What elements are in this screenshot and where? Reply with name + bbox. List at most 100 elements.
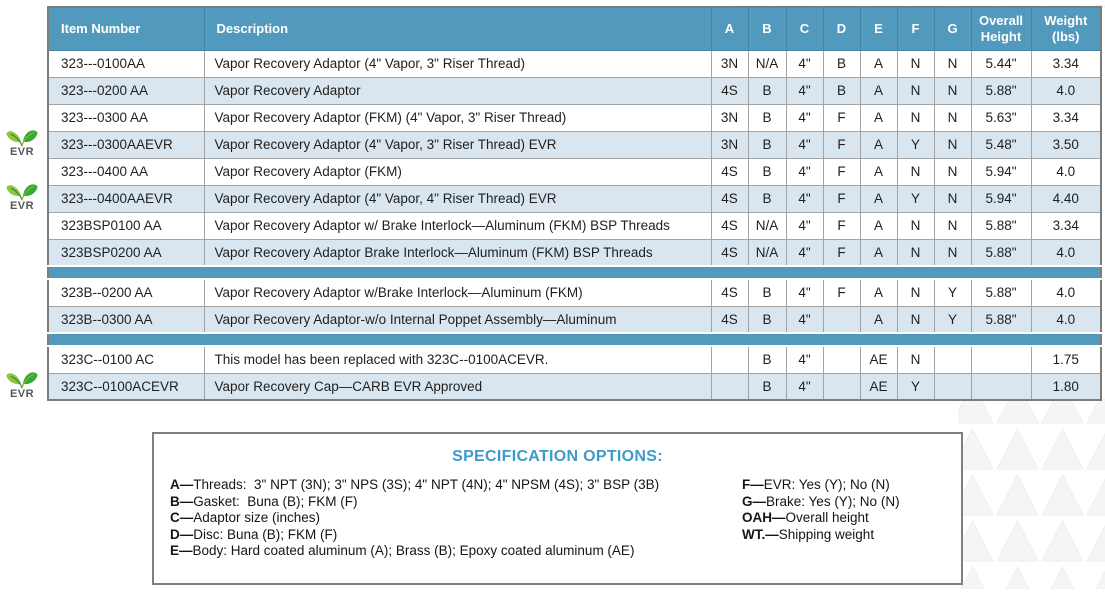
- legend-key: OAH—: [742, 510, 786, 525]
- legend-item: E—Body: Hard coated aluminum (A); Brass …: [170, 543, 742, 560]
- spec-d-cell: [822, 305, 861, 334]
- column-header-a: A: [710, 6, 749, 51]
- legend-text: Adaptor size (inches): [193, 510, 321, 525]
- table-row: 323---0200 AA Vapor Recovery Adaptor 4S …: [47, 76, 1102, 105]
- table-row: 323C--0100ACEVR Vapor Recovery Cap—CARB …: [47, 372, 1102, 401]
- spec-g-cell: [933, 345, 972, 374]
- spec-c-cell: 4": [785, 305, 824, 334]
- spec-f-cell: N: [896, 211, 935, 240]
- evr-leaf-icon: EVR: [1, 127, 43, 163]
- item-number-cell: 323BSP0100 AA: [47, 211, 205, 240]
- item-number-cell: 323C--0100ACEVR: [47, 372, 205, 401]
- legend-key: E—: [170, 543, 193, 558]
- spec-a-cell: 4S: [710, 157, 749, 186]
- spec-c-cell: 4": [785, 76, 824, 105]
- spec-b-cell: B: [747, 372, 787, 401]
- spec-a-cell: [710, 345, 749, 374]
- legend-text: Disc: Buna (B); FKM (F): [193, 526, 338, 542]
- description-cell: Vapor Recovery Adaptor w/ Brake Interloc…: [203, 211, 712, 240]
- spec-c-cell: 4": [785, 184, 824, 213]
- spec-f-cell: Y: [896, 372, 935, 401]
- overall-height-cell: 5.88": [970, 238, 1032, 267]
- overall-height-cell: 5.88": [970, 76, 1032, 105]
- legend-text: EVR: Yes (Y); No (N): [763, 477, 890, 492]
- spec-d-cell: B: [822, 76, 861, 105]
- spec-c-cell: 4": [785, 238, 824, 267]
- spec-f-cell: N: [896, 157, 935, 186]
- spec-f-cell: N: [896, 76, 935, 105]
- spec-e-cell: AE: [859, 345, 898, 374]
- spec-a-cell: 4S: [710, 76, 749, 105]
- item-number-cell: 323C--0100 AC: [47, 345, 205, 374]
- overall-height-cell: 5.88": [970, 211, 1032, 240]
- spec-d-cell: B: [822, 49, 861, 78]
- spec-g-cell: N: [933, 76, 972, 105]
- legend-text: Gasket: Buna (B); FKM (F): [193, 493, 358, 509]
- column-header-d: D: [822, 6, 861, 51]
- spec-b-cell: B: [747, 76, 787, 105]
- spec-options-left-column: A—Threads: 3" NPT (3N); 3" NPS (3S); 4" …: [170, 477, 742, 560]
- spec-c-cell: 4": [785, 211, 824, 240]
- product-table-wrap: Item Number Description A B C D E F G Ov…: [6, 6, 1102, 401]
- description-cell: Vapor Recovery Cap—CARB EVR Approved: [203, 372, 712, 401]
- table-row: 323B--0300 AA Vapor Recovery Adaptor-w/o…: [47, 305, 1102, 334]
- spec-b-cell: N/A: [747, 211, 787, 240]
- legend-item: G—Brake: Yes (Y); No (N): [742, 494, 957, 511]
- legend-item: B—Gasket: Buna (B); FKM (F): [170, 494, 742, 511]
- spec-a-cell: 4S: [710, 211, 749, 240]
- evr-badge-label: EVR: [9, 200, 35, 212]
- spec-d-cell: F: [822, 157, 861, 186]
- spec-g-cell: N: [933, 211, 972, 240]
- weight-cell: 3.34: [1030, 211, 1102, 240]
- spec-g-cell: Y: [933, 278, 972, 307]
- column-header-e: E: [859, 6, 898, 51]
- description-cell: Vapor Recovery Adaptor (4" Vapor, 3" Ris…: [203, 130, 712, 159]
- spec-b-cell: B: [747, 157, 787, 186]
- spec-a-cell: 4S: [710, 184, 749, 213]
- table-row: 323C--0100 AC This model has been replac…: [47, 345, 1102, 374]
- weight-cell: 3.34: [1030, 103, 1102, 132]
- weight-cell: 4.40: [1030, 184, 1102, 213]
- spec-table-body: 323---0100AA Vapor Recovery Adaptor (4" …: [47, 49, 1102, 401]
- spec-d-cell: F: [822, 103, 861, 132]
- description-cell: Vapor Recovery Adaptor (4" Vapor, 3" Ris…: [203, 49, 712, 78]
- evr-leaf-icon: EVR: [1, 181, 43, 217]
- legend-key: A—: [170, 477, 194, 492]
- item-number-cell: 323---0300 AA: [47, 103, 205, 132]
- product-spec-table: Item Number Description A B C D E F G Ov…: [47, 6, 1102, 401]
- spec-e-cell: A: [859, 305, 898, 334]
- legend-text: Shipping weight: [778, 526, 875, 542]
- overall-height-cell: 5.44": [970, 49, 1032, 78]
- spec-e-cell: A: [859, 211, 898, 240]
- legend-key: F—: [742, 477, 764, 492]
- spec-e-cell: A: [859, 238, 898, 267]
- overall-height-cell: 5.94": [970, 184, 1032, 213]
- evr-badge-label: EVR: [9, 146, 35, 158]
- spec-a-cell: 3N: [710, 49, 749, 78]
- spec-f-cell: N: [896, 103, 935, 132]
- spec-d-cell: F: [822, 278, 861, 307]
- item-number-cell: 323BSP0200 AA: [47, 238, 205, 267]
- spec-b-cell: B: [747, 345, 787, 374]
- table-header-row: Item Number Description A B C D E F G Ov…: [47, 6, 1102, 51]
- spec-d-cell: F: [822, 130, 861, 159]
- table-row: 323B--0200 AA Vapor Recovery Adaptor w/B…: [47, 278, 1102, 307]
- weight-cell: 4.0: [1030, 76, 1102, 105]
- overall-height-cell: 5.94": [970, 157, 1032, 186]
- spec-d-cell: [822, 372, 861, 401]
- description-cell: Vapor Recovery Adaptor: [203, 76, 712, 105]
- table-row: 323BSP0100 AA Vapor Recovery Adaptor w/ …: [47, 211, 1102, 240]
- description-cell: Vapor Recovery Adaptor (4" Vapor, 4" Ris…: [203, 184, 712, 213]
- spec-options-box: SPECIFICATION OPTIONS: A—Threads: 3" NPT…: [152, 432, 963, 585]
- spec-e-cell: A: [859, 49, 898, 78]
- spec-d-cell: F: [822, 184, 861, 213]
- legend-text: Overall height: [785, 510, 869, 525]
- column-header-overall-height: Overall Height: [970, 6, 1032, 51]
- watermark-triangles-bottom: [958, 398, 1105, 589]
- spec-g-cell: N: [933, 103, 972, 132]
- legend-item: OAH—Overall height: [742, 510, 957, 527]
- spec-b-cell: B: [747, 130, 787, 159]
- spec-g-cell: N: [933, 238, 972, 267]
- spec-e-cell: A: [859, 76, 898, 105]
- item-number-cell: 323---0100AA: [47, 49, 205, 78]
